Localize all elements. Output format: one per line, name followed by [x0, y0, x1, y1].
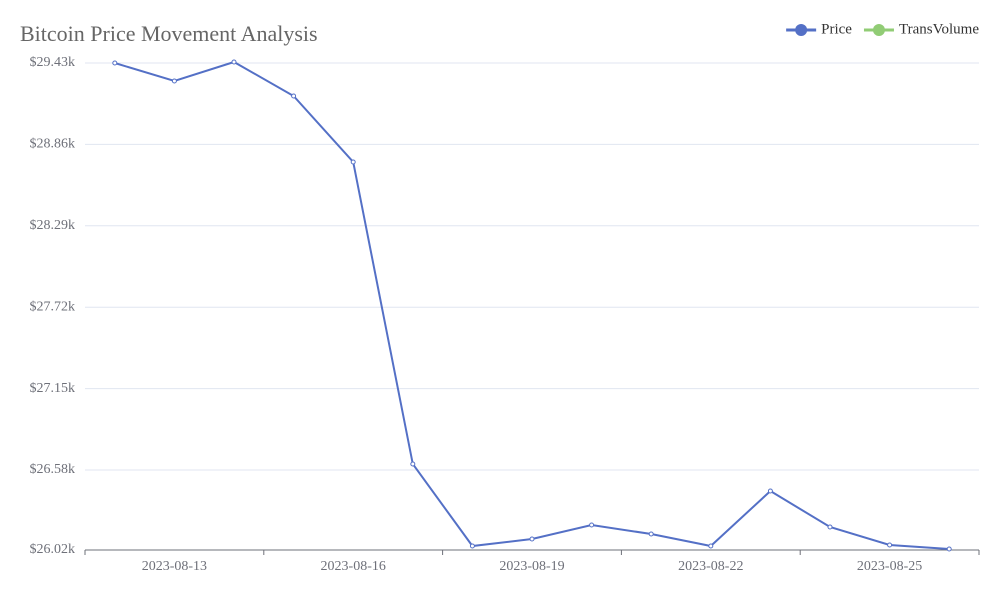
data-point: [589, 522, 595, 528]
x-tick-label: 2023-08-19: [499, 559, 564, 574]
y-tick-label: $27.72k: [30, 299, 76, 314]
legend-label: TransVolume: [899, 21, 979, 37]
data-point: [231, 59, 237, 65]
data-point: [171, 78, 177, 84]
data-point: [529, 536, 535, 542]
x-tick-label: 2023-08-22: [678, 559, 743, 574]
y-tick-label: $28.86k: [30, 137, 76, 152]
y-tick-label: $29.43k: [30, 55, 76, 70]
x-tick-label: 2023-08-16: [321, 559, 386, 574]
x-tick-label: 2023-08-13: [142, 559, 207, 574]
y-tick-label: $26.58k: [30, 462, 76, 477]
data-point: [708, 543, 714, 549]
data-point: [767, 488, 773, 494]
series-line: [114, 60, 950, 550]
data-point: [291, 93, 297, 99]
data-point: [827, 524, 833, 530]
x-tick-label: 2023-08-25: [857, 559, 922, 574]
legend-swatch: [872, 24, 885, 36]
chart-title: Bitcoin Price Movement Analysis: [20, 21, 318, 46]
data-point: [350, 159, 356, 165]
y-tick-label: $26.02k: [30, 542, 76, 557]
legend-label: Price: [821, 21, 852, 37]
legend-swatch: [795, 24, 808, 36]
data-point: [410, 461, 416, 467]
data-point: [648, 531, 654, 537]
data-point: [112, 60, 118, 66]
y-tick-label: $28.29k: [30, 218, 76, 233]
data-point: [887, 542, 893, 548]
data-point: [469, 543, 475, 549]
data-point: [946, 546, 952, 552]
y-tick-label: $27.15k: [30, 381, 76, 396]
